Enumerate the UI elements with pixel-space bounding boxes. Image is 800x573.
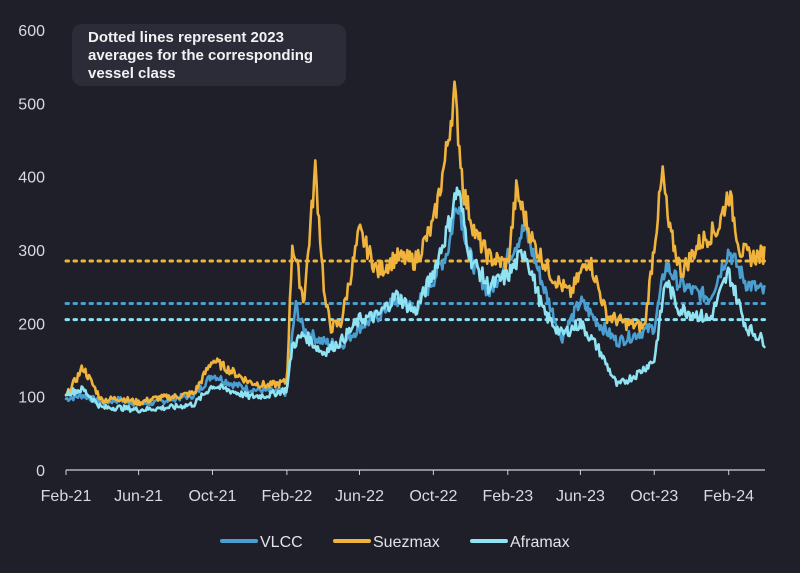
axes: 0 100 200 300 400 500 600 Feb-21 Jun-21 Oct-21 Feb… xyxy=(18,23,765,505)
y-tick-label: 100 xyxy=(18,390,45,407)
y-tick-label: 0 xyxy=(36,463,45,480)
y-tick-label: 600 xyxy=(18,23,45,40)
x-tick-label: Jun-21 xyxy=(114,488,163,505)
annotation-line-2: averages for the corresponding xyxy=(88,47,314,64)
y-tick-label: 500 xyxy=(18,96,45,113)
x-tick-label: Jun-22 xyxy=(335,488,384,505)
x-tick-label: Jun-23 xyxy=(556,488,605,505)
legend-label-suezmax: Suezmax xyxy=(373,534,440,551)
y-tick-label: 200 xyxy=(18,316,45,333)
series-lines xyxy=(64,80,766,414)
annotation-line-1: Dotted lines represent 2023 xyxy=(88,29,284,46)
x-tick-label: Feb-22 xyxy=(262,488,313,505)
legend-label-aframax: Aframax xyxy=(510,534,570,551)
y-tick-label: 300 xyxy=(18,243,45,260)
x-tick-label: Feb-21 xyxy=(41,488,92,505)
x-tick-label: Feb-23 xyxy=(482,488,533,505)
series-line-aframax xyxy=(64,186,766,414)
y-tick-label: 400 xyxy=(18,170,45,187)
legend: VLCC Suezmax Aframax xyxy=(220,534,570,551)
x-tick-label: Oct-22 xyxy=(409,488,457,505)
legend-label-vlcc: VLCC xyxy=(260,534,303,551)
series-line-vlcc xyxy=(64,206,766,407)
series-line-suezmax xyxy=(64,80,766,407)
annotation-line-3: vessel class xyxy=(88,65,176,82)
annotation-box: Dotted lines represent 2023 averages for… xyxy=(72,24,346,86)
x-tick-label: Oct-21 xyxy=(188,488,236,505)
x-tick-label: Feb-24 xyxy=(703,488,754,505)
x-tick-label: Oct-23 xyxy=(630,488,678,505)
